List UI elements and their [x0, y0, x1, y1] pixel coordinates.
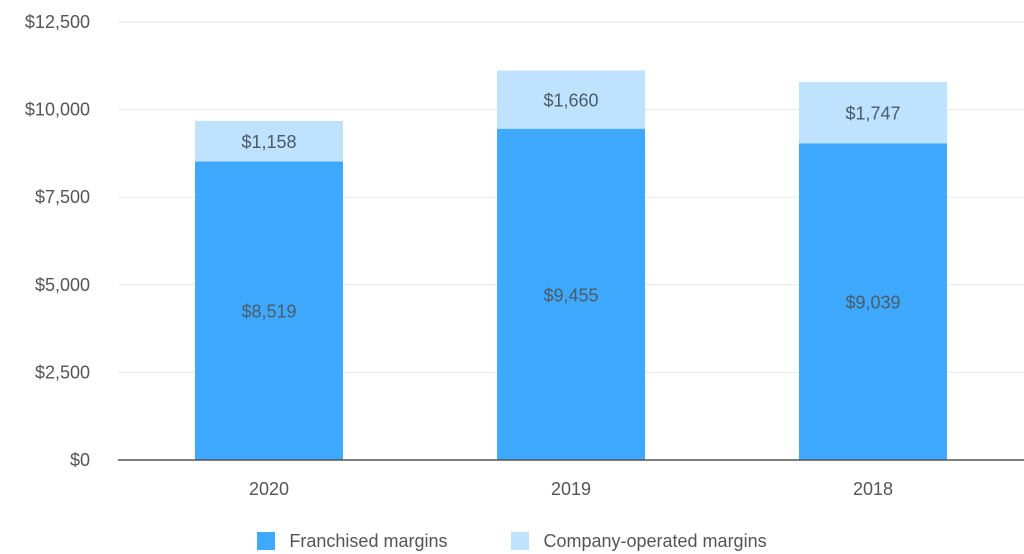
legend-label-company-operated: Company-operated margins [543, 530, 767, 551]
bar-company-operated [497, 70, 645, 129]
y-tick-label: $12,500 [25, 12, 90, 32]
bar-company-operated [195, 120, 343, 162]
data-label-franchised: $9,455 [543, 285, 598, 305]
y-tick-label: $2,500 [35, 362, 90, 382]
y-tick-label: $7,500 [35, 187, 90, 207]
legend-item-company-operated: Company-operated margins [511, 530, 767, 552]
y-tick-label: $5,000 [35, 275, 90, 295]
legend-label-franchised: Franchised margins [289, 530, 448, 551]
legend-swatch-company-operated [511, 532, 530, 550]
x-tick-label: 2018 [853, 479, 893, 499]
bar-franchised [799, 143, 947, 460]
data-label-company-operated: $1,747 [845, 104, 900, 124]
bar-franchised [195, 161, 343, 460]
x-tick-label: 2020 [249, 479, 289, 499]
bar-company-operated [799, 82, 947, 144]
legend-swatch-franchised [257, 532, 276, 550]
bar-franchised [497, 128, 645, 461]
data-label-franchised: $9,039 [845, 293, 900, 313]
y-tick-label: $0 [70, 450, 90, 470]
legend-item-franchised: Franchised margins [257, 531, 447, 552]
data-label-company-operated: $1,158 [241, 132, 296, 152]
data-label-franchised: $8,519 [241, 302, 296, 322]
y-tick-label: $10,000 [25, 100, 90, 120]
x-tick-label: 2019 [551, 479, 591, 499]
legend: Franchised margins Company-operated marg… [0, 528, 1024, 554]
data-label-company-operated: $1,660 [543, 91, 598, 111]
